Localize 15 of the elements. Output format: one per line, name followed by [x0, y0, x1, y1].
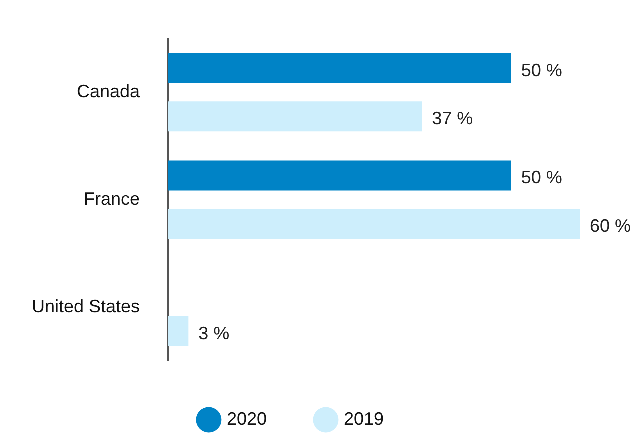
bar	[168, 160, 512, 191]
data-label: 60 %	[590, 216, 632, 236]
bar	[168, 209, 580, 240]
y-tick-label: Canada	[77, 81, 142, 102]
y-tick-label: France	[84, 188, 140, 209]
bar	[168, 53, 512, 84]
bar	[168, 102, 422, 132]
legend-label: 2020	[226, 408, 268, 429]
legend-label: 2019	[344, 408, 384, 429]
y-tick-label: United States	[32, 296, 140, 316]
data-label: 50 %	[521, 60, 562, 80]
bar	[168, 316, 189, 346]
data-label: 3 %	[198, 323, 230, 344]
data-label: 50 %	[521, 168, 562, 188]
data-label: 37 %	[432, 108, 474, 129]
